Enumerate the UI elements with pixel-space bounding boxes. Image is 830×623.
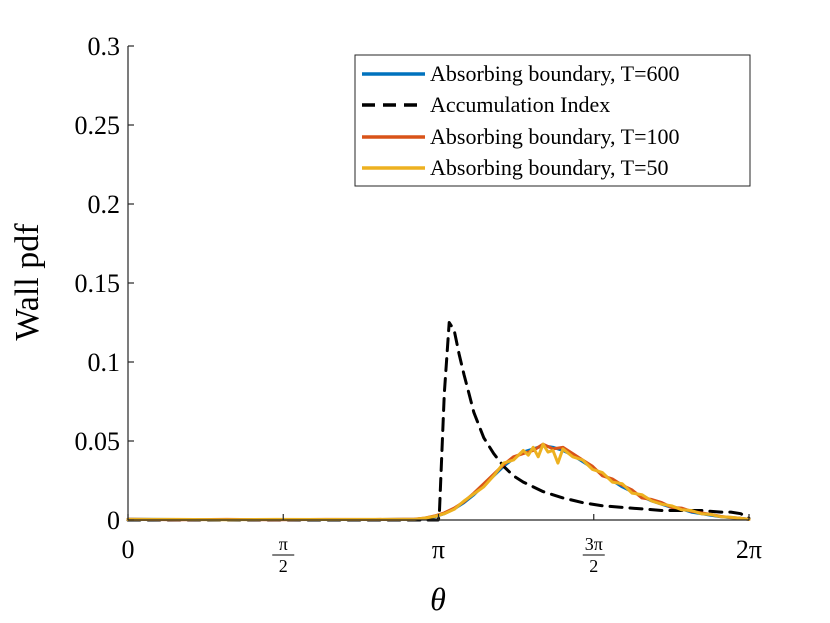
x-tick-label: 2π xyxy=(736,535,762,564)
x-tick-label-denominator: 2 xyxy=(279,556,288,576)
x-tick-label-numerator: 3π xyxy=(585,534,603,554)
legend-label-0: Absorbing boundary, T=600 xyxy=(430,61,680,86)
legend: Absorbing boundary, T=600 Accumulation I… xyxy=(354,54,751,187)
y-tick-label: 0.15 xyxy=(75,269,121,298)
legend-box xyxy=(354,54,751,187)
series-line-3 xyxy=(126,442,751,522)
legend-label-2: Absorbing boundary, T=100 xyxy=(430,124,680,149)
y-axis-label: Wall pdf xyxy=(9,223,46,341)
y-tick-label: 0.1 xyxy=(88,348,121,377)
legend-label-1: Accumulation Index xyxy=(430,92,610,117)
y-tick-label: 0.3 xyxy=(88,32,121,61)
x-tick-label: 0 xyxy=(122,535,135,564)
y-tick-label: 0.2 xyxy=(88,190,121,219)
y-tick-label: 0 xyxy=(107,506,120,535)
x-tick-label-denominator: 2 xyxy=(589,556,598,576)
x-tick-label: π xyxy=(432,535,445,564)
y-ticks: 0 0.05 0.1 0.15 0.2 0.25 0.3 xyxy=(75,32,134,535)
y-tick-label: 0.25 xyxy=(75,111,121,140)
series-layer xyxy=(126,321,751,522)
x-tick-label-numerator: π xyxy=(279,534,288,554)
y-tick-label: 0.05 xyxy=(75,427,121,456)
x-axis-label: θ xyxy=(430,581,446,617)
series-line-1 xyxy=(126,321,751,522)
legend-label-3: Absorbing boundary, T=50 xyxy=(430,155,669,180)
